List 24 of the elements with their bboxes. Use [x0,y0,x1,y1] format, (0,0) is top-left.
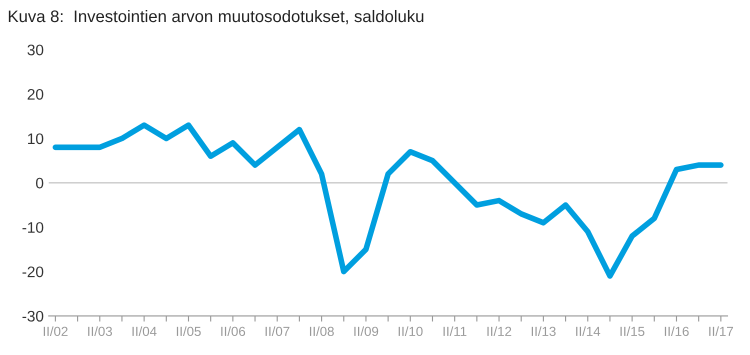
y-tick-label: 20 [28,88,44,100]
y-tick-label: 10 [28,133,44,144]
x-tick-label: II/10 [398,326,423,336]
y-tick-label: -20 [22,266,44,278]
x-tick-label: II/14 [576,326,600,336]
x-tick-label: II/05 [176,326,201,336]
x-tick-label: II/12 [487,326,512,336]
y-tick-label: -30 [22,310,44,322]
x-tick-label: II/02 [44,326,68,336]
y-tick-label: -10 [22,222,44,233]
x-tick-label: II/16 [664,326,689,336]
chart-title: Kuva 8: Investointien arvon muutosodotukset, saldoluku [8,10,424,24]
y-tick-label: 0 [36,178,44,189]
x-tick-label: II/09 [354,326,378,336]
x-tick-label: II/06 [221,326,246,336]
x-tick-label: II/08 [310,326,334,336]
x-tick-label: II/07 [266,326,290,336]
x-tick-label: II/13 [532,326,556,336]
x-tick-label: II/17 [709,326,734,336]
y-tick-label: 30 [27,44,44,56]
x-tick-label: II/03 [88,326,112,336]
x-tick-label: II/15 [620,326,644,336]
x-tick-label: II/04 [132,326,157,336]
x-tick-label: II/11 [444,326,466,336]
